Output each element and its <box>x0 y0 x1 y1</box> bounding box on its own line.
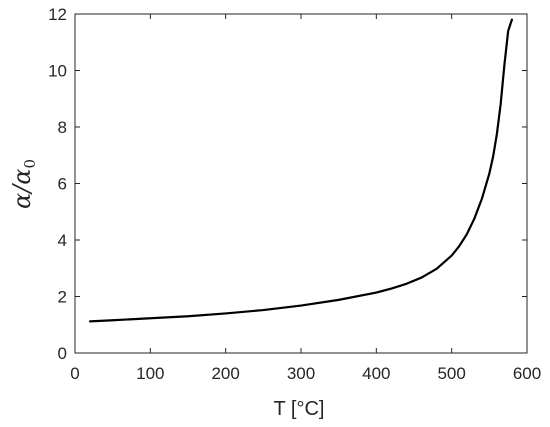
y-axis-label-denominator: α <box>8 169 36 185</box>
y-tick-label: 6 <box>58 175 67 194</box>
x-tick-label: 0 <box>70 364 79 383</box>
series-line <box>88 18 514 323</box>
x-axis-label: T [°C] <box>274 398 325 420</box>
y-axis-label-subscript: 0 <box>21 159 39 169</box>
y-tick-label: 12 <box>48 5 67 24</box>
y-tick-label: 8 <box>58 118 67 137</box>
x-tick-label: 200 <box>211 364 239 383</box>
y-tick-label: 10 <box>48 62 67 81</box>
y-tick-label: 2 <box>58 288 67 307</box>
y-tick-label: 4 <box>58 231 67 250</box>
x-tick-label: 500 <box>437 364 465 383</box>
y-axis-label-slash: / <box>8 182 36 195</box>
x-tick-label: 400 <box>362 364 390 383</box>
plot-area: 0 100 200 300 400 500 600 0 2 4 6 8 10 12 <box>48 5 541 383</box>
x-tick-label: 300 <box>287 364 315 383</box>
x-tick-label: 100 <box>136 364 164 383</box>
plot-frame <box>74 13 528 354</box>
x-tick-label: 600 <box>513 364 541 383</box>
y-tick-label: 0 <box>58 344 67 363</box>
y-axis-label: α/α0 <box>8 159 39 209</box>
y-axis-label-numerator: α <box>8 193 36 209</box>
